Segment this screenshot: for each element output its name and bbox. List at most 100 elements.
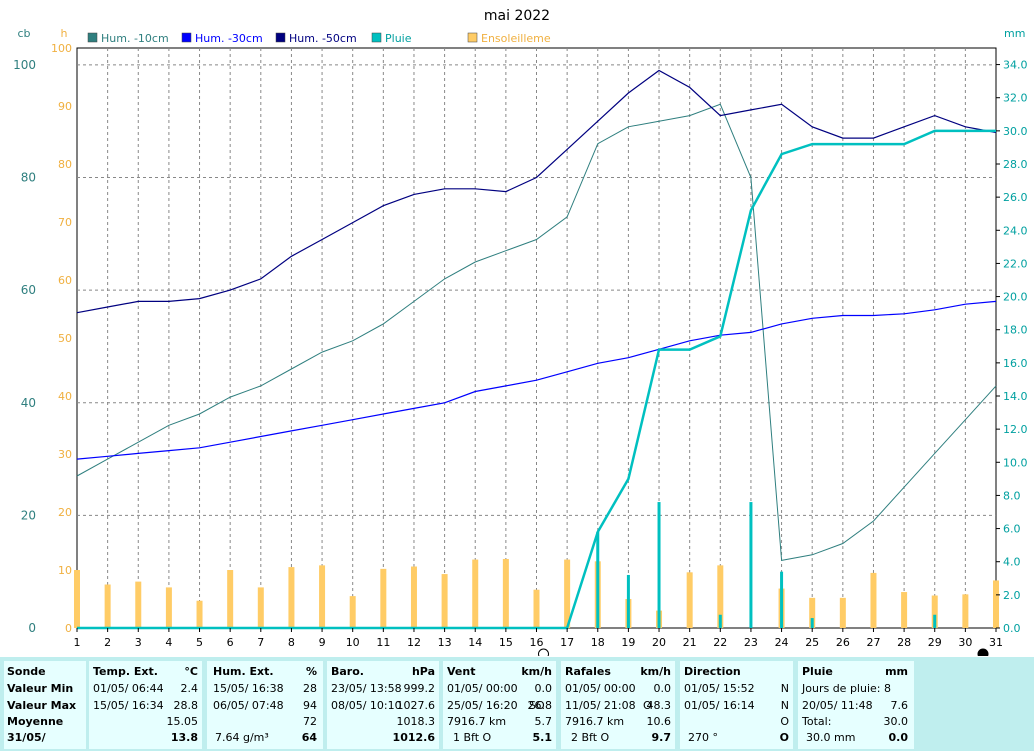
direction-max: N: [780, 699, 789, 712]
legend-swatch-ensoleillement: [467, 32, 478, 43]
sunshine-bar: [104, 584, 111, 628]
labels-column: Sonde Valeur Min Valeur Max Moyenne 31/0…: [4, 661, 86, 749]
x-tick-label: 13: [438, 636, 452, 649]
h-tick-label: 40: [58, 390, 72, 403]
cb-tick-label: 40: [21, 396, 36, 410]
x-tick-label: 21: [683, 636, 697, 649]
sunshine-bar: [257, 587, 264, 628]
x-tick-label: 23: [744, 636, 758, 649]
vent-max-date: 25/05/ 16:20: [447, 699, 518, 712]
hum-current: 64: [301, 731, 317, 744]
mm-tick-label: 12.0: [1003, 423, 1028, 436]
x-tick-label: 20: [652, 636, 666, 649]
vent-min-date: 01/05/ 00:00: [447, 682, 518, 695]
x-tick-label: 6: [227, 636, 234, 649]
h-tick-label: 0: [65, 622, 72, 635]
rafales-min-date: 01/05/ 00:00: [565, 682, 636, 695]
rafales-beaufort: 2 Bft O: [571, 731, 610, 744]
rafales-max-date: 11/05/ 21:08: [565, 699, 636, 712]
rain-daily-bar: [780, 571, 784, 628]
direction-moyenne: O: [780, 715, 789, 728]
baro-unit: hPa: [411, 665, 435, 678]
x-tick-label: 3: [135, 636, 142, 649]
sonde-label: Sonde: [7, 665, 46, 678]
x-tick-label: 24: [775, 636, 789, 649]
baro-column: Baro. hPa 23/05/ 13:58 999.2 08/05/ 10:1…: [327, 661, 439, 749]
hum-column: Hum. Ext. % 15/05/ 16:38 28 06/05/ 07:48…: [207, 661, 323, 749]
temp-current: 13.8: [170, 731, 198, 744]
rain-daily-bar: [749, 502, 753, 628]
baro-min-date: 23/05/ 13:58: [331, 682, 402, 695]
mm-tick-label: 34.0: [1003, 59, 1028, 72]
baro-min: 999.2: [403, 682, 436, 695]
valeur-max-label: Valeur Max: [7, 699, 77, 712]
baro-title: Baro.: [331, 665, 364, 678]
x-tick-label: 4: [165, 636, 172, 649]
sunshine-bar: [165, 587, 172, 628]
hum-10cm-line: [76, 103, 997, 561]
rafales-min: 0.0: [653, 682, 672, 695]
temp-moyenne: 15.05: [166, 715, 199, 728]
mm-tick-label: 20.0: [1003, 291, 1028, 304]
x-tick-label: 14: [468, 636, 482, 649]
legend-label-ensoleillement: Ensoleilleme: [481, 32, 551, 45]
rafales-column: Rafales km/h 01/05/ 00:00 0.0 11/05/ 21:…: [561, 661, 675, 749]
x-tick-label: 12: [407, 636, 421, 649]
h-tick-label: 80: [58, 158, 72, 171]
vent-beaufort: 1 Bft O: [453, 731, 492, 744]
mm-tick-label: 18.0: [1003, 324, 1028, 337]
rain-daily-bar: [626, 574, 630, 628]
sunshine-bar: [472, 559, 479, 628]
temp-title: Temp. Ext.: [93, 665, 158, 678]
cb-axis-label: cb: [17, 27, 30, 40]
x-tick-label: 1: [74, 636, 81, 649]
vent-min: 0.0: [534, 682, 553, 695]
x-tick-label: 19: [621, 636, 635, 649]
x-tick-label: 27: [866, 636, 880, 649]
x-tick-label: 16: [530, 636, 544, 649]
pluie-current-mm: 30.0 mm: [806, 731, 856, 744]
vent-column: Vent km/h 01/05/ 00:00 0.0 25/05/ 16:20 …: [443, 661, 556, 749]
legend-swatch-hum30: [181, 32, 192, 43]
sunshine-bar: [502, 558, 509, 628]
rain-daily-bar: [810, 618, 814, 628]
moon-marker-full-icon: [977, 648, 989, 656]
sunshine-bar: [319, 565, 326, 628]
x-tick-label: 30: [958, 636, 972, 649]
vent-max-direction: SO: [529, 699, 545, 712]
pluie-days: Jours de pluie: 8: [802, 682, 891, 695]
sunshine-bar: [380, 568, 387, 628]
temp-min-date: 01/05/ 06:44: [93, 682, 164, 695]
moon-marker-icon: [538, 648, 549, 656]
mm-tick-label: 4.0: [1003, 556, 1021, 569]
hum-30cm-line: [76, 300, 997, 460]
pluie-max: 7.6: [890, 699, 909, 712]
sunshine-bar: [839, 597, 846, 628]
mm-tick-label: 26.0: [1003, 191, 1028, 204]
mm-tick-label: 0.0: [1003, 622, 1021, 635]
mm-tick-label: 24.0: [1003, 224, 1028, 237]
x-tick-label: 17: [560, 636, 574, 649]
hum-max-date: 06/05/ 07:48: [213, 699, 284, 712]
hum-unit: %: [305, 665, 317, 678]
x-tick-label: 22: [713, 636, 727, 649]
legend-swatch-hum10: [87, 32, 98, 43]
cb-tick-label: 60: [21, 283, 36, 297]
x-tick-label: 5: [196, 636, 203, 649]
mm-tick-label: 8.0: [1003, 489, 1021, 502]
pluie-max-date: 20/05/ 11:48: [802, 699, 873, 712]
rafales-max: 48.3: [646, 699, 672, 712]
rafales-title: Rafales: [565, 665, 611, 678]
direction-min-date: 01/05/ 15:52: [684, 682, 755, 695]
temp-max: 28.8: [173, 699, 199, 712]
legend-label-hum50: Hum. -50cm: [289, 32, 357, 45]
x-tick-label: 26: [836, 636, 850, 649]
x-tick-label: 10: [346, 636, 360, 649]
date-label: 31/05/: [7, 731, 46, 744]
mm-tick-label: 16.0: [1003, 357, 1028, 370]
x-tick-label: 28: [897, 636, 911, 649]
h-tick-label: 30: [58, 448, 72, 461]
direction-max-date: 01/05/ 16:14: [684, 699, 755, 712]
legend-label-pluie: Pluie: [385, 32, 412, 45]
hum-min-date: 15/05/ 16:38: [213, 682, 284, 695]
